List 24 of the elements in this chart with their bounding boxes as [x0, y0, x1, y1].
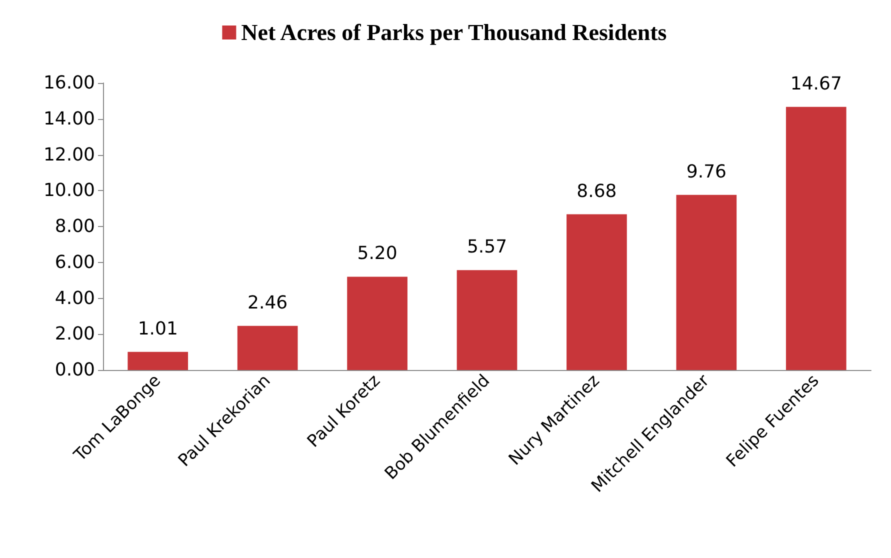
- y-tick-label: 8.00: [54, 216, 95, 237]
- y-tick-label: 0.00: [54, 360, 95, 380]
- bar: [128, 352, 188, 370]
- bar: [237, 326, 298, 370]
- data-label: 9.76: [686, 161, 726, 182]
- y-tick-label: 16.00: [43, 72, 95, 94]
- bar: [566, 214, 627, 370]
- data-label: 2.46: [248, 292, 288, 314]
- legend-label: Net Acres of Parks per Thousand Residents: [241, 20, 667, 45]
- bar: [456, 270, 518, 370]
- data-label: 8.68: [576, 180, 617, 202]
- y-tick-label: 14.00: [43, 108, 95, 130]
- y-tick-label: 6.00: [54, 252, 95, 273]
- y-tick-label: 2.00: [54, 324, 95, 345]
- y-tick-label: 10.00: [43, 180, 95, 202]
- data-label: 1.01: [138, 318, 178, 340]
- data-label: 14.67: [790, 73, 842, 94]
- y-tick-label: 12.00: [43, 144, 95, 166]
- bar: [676, 194, 737, 370]
- bar: [347, 276, 408, 370]
- data-label: 5.57: [466, 236, 508, 258]
- data-label: 5.20: [357, 243, 398, 264]
- y-tick-label: 4.00: [54, 288, 95, 309]
- bar: [786, 106, 846, 370]
